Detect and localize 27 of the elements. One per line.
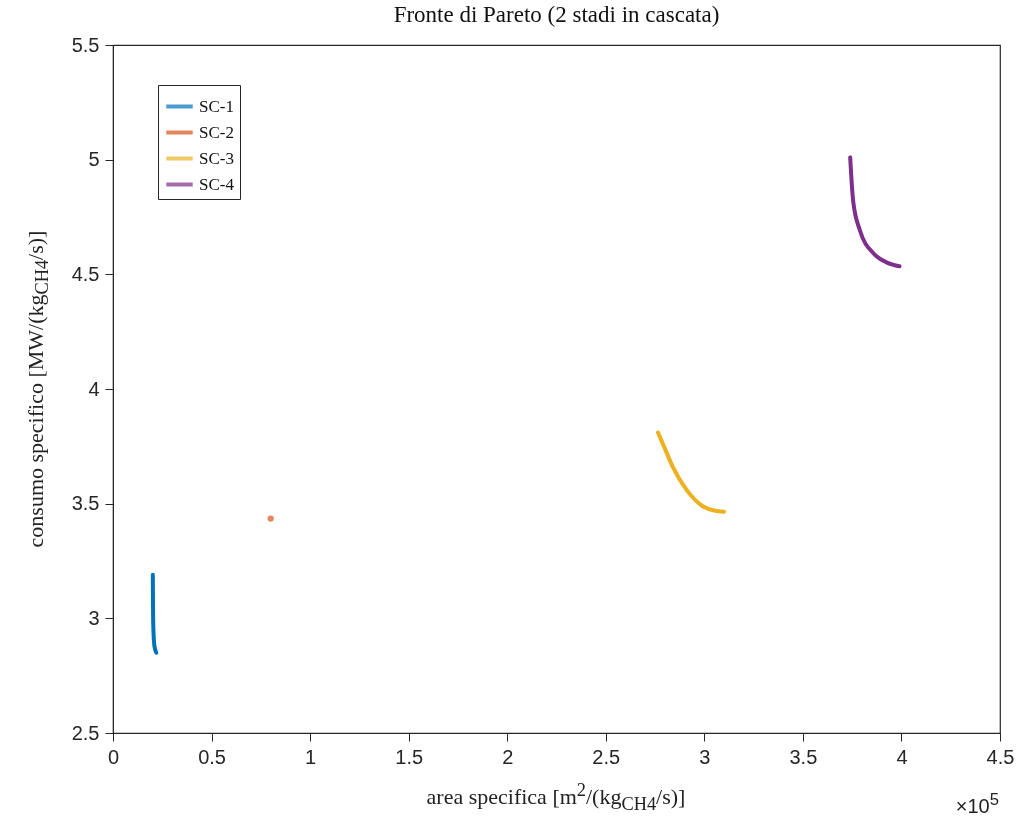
line-series xyxy=(150,572,159,655)
legend-label: SC-1 xyxy=(199,96,234,116)
y-tick-label: 5.5 xyxy=(71,33,100,56)
text: ×10$^{5}$ xyxy=(955,790,999,818)
x-axis-title: area specifica [m$^{2}$/(kg$_{CH4}$/s)] xyxy=(426,780,686,815)
legend-label: SC-2 xyxy=(199,122,234,142)
y-tick-label: 4 xyxy=(88,377,100,400)
y-tick-label: 2.5 xyxy=(71,721,100,744)
y-tick-label: 4.5 xyxy=(71,262,100,285)
x-tick-label: 2 xyxy=(502,745,514,768)
x-tick-label: 3 xyxy=(699,745,711,768)
x-tick-label: 2.5 xyxy=(592,745,621,768)
x-tick-label: 1.5 xyxy=(395,745,424,768)
x-tick-label: 0.5 xyxy=(198,745,226,768)
legend-label: SC-3 xyxy=(199,148,234,168)
chart-title: Fronte di Pareto (2 stadi in cascata) xyxy=(393,2,720,27)
line-series xyxy=(656,430,727,514)
legend-label: SC-4 xyxy=(199,174,235,194)
x-tick-label: 1 xyxy=(305,745,317,768)
x-tick-label: 4.5 xyxy=(986,745,1015,768)
y-tick-label: 5 xyxy=(88,148,100,171)
line-series xyxy=(848,155,902,269)
y-tick-label: 3.5 xyxy=(71,492,100,515)
x-tick-label: 3.5 xyxy=(789,745,818,768)
x-tick-label: 0 xyxy=(107,745,120,768)
x-tick-label: 4 xyxy=(896,745,908,768)
y-tick-label: 3 xyxy=(88,606,100,629)
